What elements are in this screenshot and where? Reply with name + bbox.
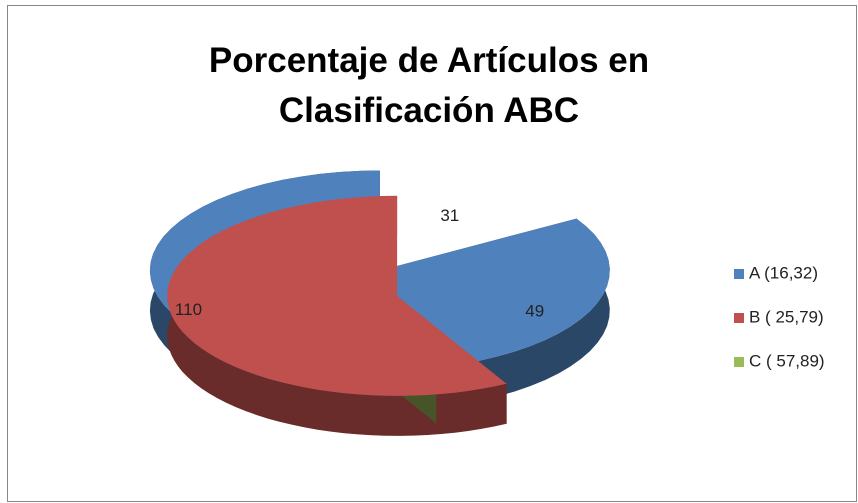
legend-label: A (16,32) — [749, 263, 818, 282]
legend-swatch — [734, 269, 744, 279]
data-label: 31 — [440, 206, 459, 225]
legend-swatch — [734, 357, 744, 367]
slice — [167, 195, 507, 396]
data-label: 110 — [175, 300, 202, 319]
chart-title: Porcentaje de Artículos en Clasificación… — [208, 41, 650, 130]
legend-label: C ( 57,89) — [749, 351, 825, 370]
data-label: 49 — [525, 302, 544, 321]
legend-swatch — [734, 313, 744, 323]
legend-label: B ( 25,79) — [749, 307, 824, 326]
